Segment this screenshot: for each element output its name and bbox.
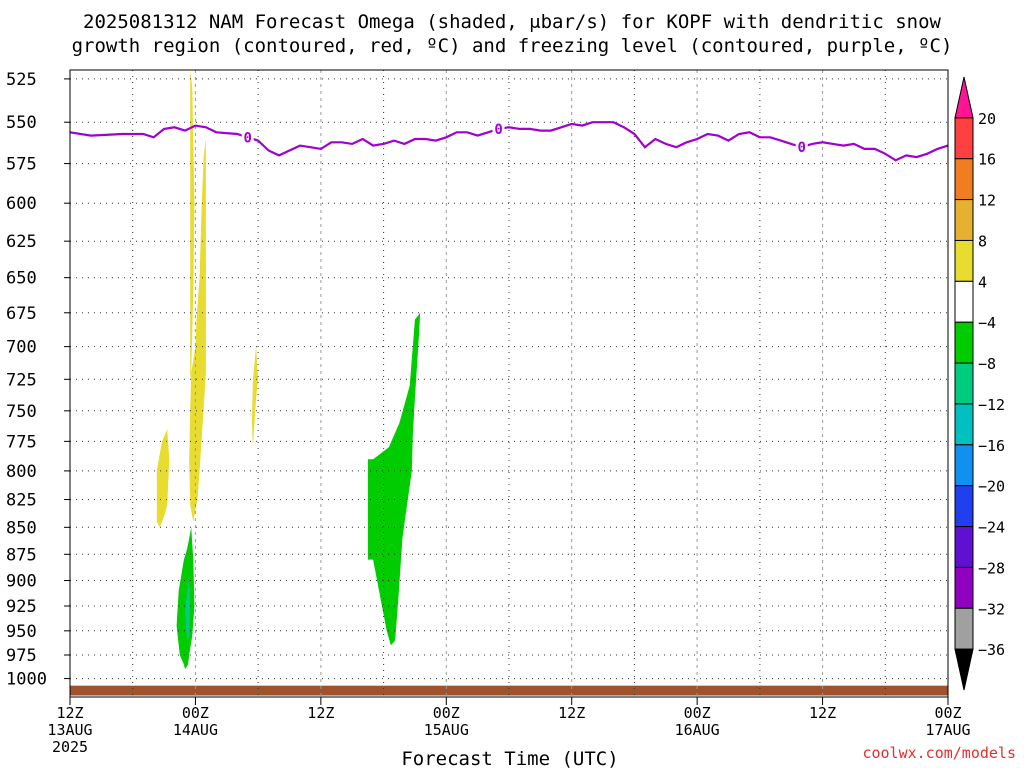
x-axis-label: Forecast Time (UTC) [401, 748, 618, 768]
terrain-band [70, 685, 948, 696]
colorbar-segment [954, 321, 974, 364]
x-tick-date: 13AUG [47, 721, 92, 739]
y-tick-label: 825 [6, 491, 37, 511]
omega-region [176, 527, 195, 670]
colorbar: 20 16 12 8 4 −4 −8 −12 −16 −20 −24 −28 −32 −36 [954, 76, 1005, 691]
colorbar-segment [954, 199, 974, 241]
colorbar-segment [954, 526, 974, 568]
y-tick-label: 525 [6, 70, 37, 90]
x-tick-date: 15AUG [424, 721, 469, 739]
y-axis: 525 550 575 600 625 650 675 700 725 750 775 800 825 8… [6, 70, 70, 690]
x-tick-label: 12Z [809, 704, 836, 722]
grid [69, 70, 949, 697]
x-tick-label: 12Z [307, 704, 334, 722]
y-tick-label: 725 [6, 370, 37, 390]
colorbar-segment [954, 566, 974, 609]
y-tick-label: 675 [6, 304, 37, 324]
y-tick-label: 775 [6, 432, 37, 452]
terrain-fill [70, 685, 948, 696]
y-tick-label: 900 [6, 572, 37, 592]
colorbar-label: −20 [978, 478, 1005, 496]
y-tick-label: 625 [6, 232, 37, 252]
colorbar-label: −24 [978, 519, 1005, 537]
omega-shading [156, 70, 421, 670]
colorbar-label: 12 [978, 192, 996, 210]
chart-title-line-1: 2025081312 NAM Forecast Omega (shaded, μ… [83, 11, 941, 33]
chart-title-line-2: growth region (contoured, red, ºC) and f… [72, 35, 953, 57]
contour-label: 0 [243, 130, 251, 146]
x-tick-date: 17AUG [925, 721, 970, 739]
colorbar-label: −32 [978, 600, 1005, 618]
x-tick-label: 00Z [684, 704, 711, 722]
y-tick-label: 975 [6, 646, 37, 666]
x-tick-label: 00Z [433, 704, 460, 722]
x-tick-label: 12Z [56, 704, 83, 722]
colorbar-label: −12 [978, 396, 1005, 414]
colorbar-segment [954, 362, 974, 405]
colorbar-label: 4 [978, 273, 987, 291]
y-tick-label: 850 [6, 518, 37, 538]
y-tick-label: 800 [6, 462, 37, 482]
colorbar-segment [954, 403, 974, 446]
contour-label: 0 [494, 122, 502, 138]
colorbar-segment [954, 444, 974, 487]
colorbar-label: −16 [978, 437, 1005, 455]
y-tick-label: 550 [6, 113, 37, 133]
contour-label: 0 [797, 140, 805, 156]
x-tick-label: 00Z [934, 704, 961, 722]
omega-region [367, 312, 421, 646]
freezing-level-line [69, 121, 949, 162]
omega-region [251, 346, 259, 448]
y-tick-label: 925 [6, 597, 37, 617]
x-tick-date: 14AUG [173, 721, 218, 739]
colorbar-bottom-triangle [954, 648, 974, 691]
colorbar-segment [954, 607, 974, 650]
colorbar-segment [954, 280, 974, 323]
y-tick-label: 700 [6, 338, 37, 358]
colorbar-segment [954, 158, 974, 201]
colorbar-label: 20 [978, 110, 996, 128]
y-tick-label: 600 [6, 194, 37, 214]
y-tick-label: 650 [6, 269, 37, 289]
omega-region [189, 70, 206, 522]
y-tick-label: 750 [6, 402, 37, 422]
colorbar-label: 16 [978, 151, 996, 169]
credit-text: coolwx.com/models [862, 744, 1016, 762]
x-tick-year: 2025 [52, 738, 88, 756]
colorbar-label: −8 [978, 355, 996, 373]
colorbar-top-triangle [954, 76, 974, 119]
colorbar-label: −28 [978, 559, 1005, 577]
plot-frame [69, 69, 949, 698]
x-tick-date: 16AUG [675, 721, 720, 739]
y-tick-label: 575 [6, 155, 37, 175]
x-tick-label: 00Z [182, 704, 209, 722]
colorbar-segment [954, 485, 974, 528]
colorbar-segment [954, 117, 974, 160]
y-tick-label: 875 [6, 545, 37, 565]
colorbar-label: 8 [978, 232, 987, 250]
omega-region [185, 580, 191, 641]
omega-region [156, 429, 170, 528]
contour-label-bg [795, 139, 808, 156]
y-tick-label: 1000 [6, 670, 47, 690]
freezing-level-contour: 0 0 0 [69, 120, 949, 162]
contour-label-bg [492, 120, 505, 137]
colorbar-label: −36 [978, 641, 1005, 659]
contour-label-bg [241, 129, 254, 146]
y-tick-label: 950 [6, 622, 37, 642]
colorbar-segment [954, 239, 974, 282]
x-tick-label: 12Z [558, 704, 585, 722]
colorbar-label: −4 [978, 314, 996, 332]
